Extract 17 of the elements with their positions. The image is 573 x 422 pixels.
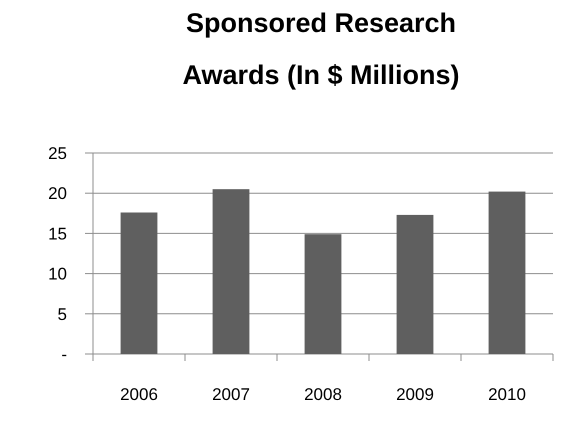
y-tick-label: 25	[48, 144, 67, 163]
y-tick-label: -	[61, 344, 67, 364]
bar	[396, 214, 434, 354]
bar	[212, 189, 250, 354]
x-tick-label: 2006	[120, 385, 158, 404]
x-tick-label: 2008	[304, 385, 342, 404]
bar	[120, 212, 158, 354]
y-tick-label: 5	[58, 304, 67, 324]
bar	[304, 234, 342, 354]
chart-title: Sponsored Research Awards (In $ Millions)	[182, 8, 460, 90]
x-tick-label: 2009	[396, 385, 434, 404]
y-tick-label: 15	[48, 224, 67, 244]
x-tick-label: 2007	[212, 385, 250, 404]
y-tick-label: 10	[48, 264, 67, 284]
x-tick-label: 2010	[488, 385, 526, 404]
y-tick-label: 20	[48, 184, 67, 204]
bar	[488, 192, 526, 354]
